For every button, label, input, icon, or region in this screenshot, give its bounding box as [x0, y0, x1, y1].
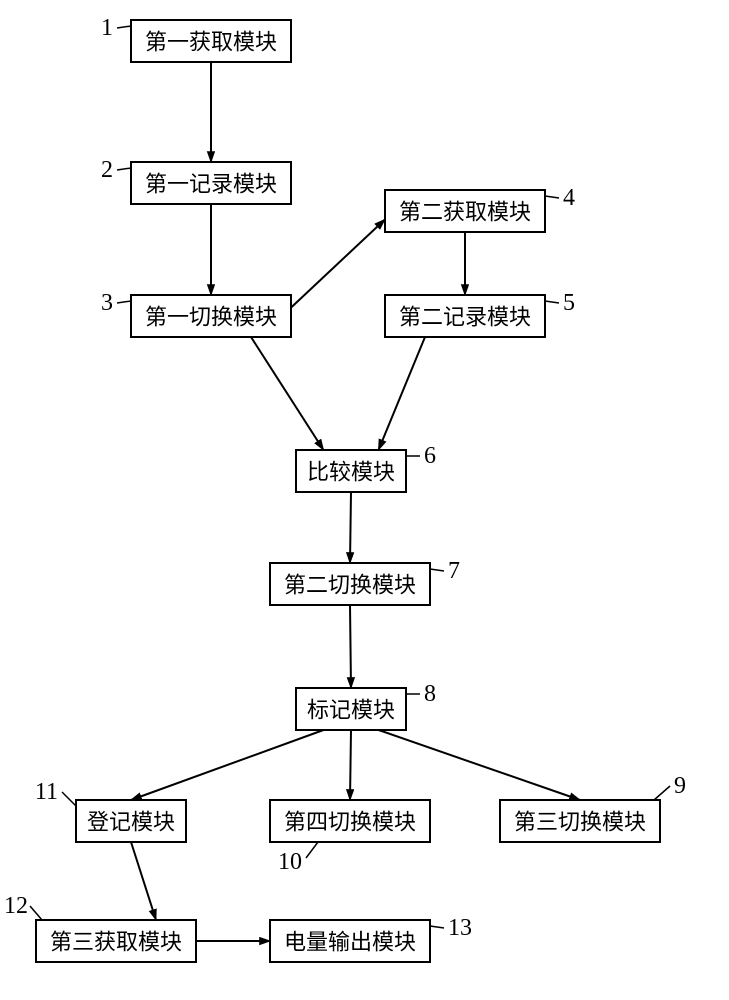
node-number: 8 — [424, 681, 436, 707]
leader-line — [306, 842, 318, 858]
edge-n3-n6 — [251, 337, 324, 450]
edge-n8-n9 — [379, 730, 581, 800]
node-label: 第二记录模块 — [399, 305, 531, 330]
edge-n8-n10 — [350, 730, 351, 800]
node-number: 2 — [101, 157, 113, 183]
node-n12: 第三获取模块 12 — [4, 893, 196, 962]
node-number: 10 — [278, 849, 302, 875]
node-label: 第一切换模块 — [145, 305, 277, 330]
leader-line — [654, 786, 670, 800]
leader-line — [62, 792, 76, 806]
node-number: 1 — [101, 15, 113, 41]
node-number: 6 — [424, 443, 436, 469]
node-label: 比较模块 — [307, 460, 395, 485]
edge-n11-n12 — [131, 842, 156, 920]
node-label: 第三切换模块 — [514, 810, 646, 835]
leader-line — [430, 926, 444, 928]
node-n6: 比较模块 6 — [296, 443, 436, 492]
node-n7: 第二切换模块 7 — [270, 558, 460, 605]
leader-line — [545, 196, 559, 198]
leader-line — [30, 906, 42, 920]
node-n3: 第一切换模块 3 — [101, 290, 291, 337]
node-n4: 第二获取模块 4 — [385, 185, 575, 232]
node-n2: 第一记录模块 2 — [101, 157, 291, 204]
node-n5: 第二记录模块 5 — [385, 290, 575, 337]
node-number: 11 — [35, 779, 58, 805]
node-label: 第一记录模块 — [145, 172, 277, 197]
node-n8: 标记模块 8 — [296, 681, 436, 730]
flowchart-canvas: 第一获取模块 1 第一记录模块 2 第二获取模块 4 第一切换模块 3 第二记录模块 5 比较模块 6… — [0, 0, 729, 1000]
leader-line — [430, 569, 444, 571]
node-number: 9 — [674, 773, 686, 799]
node-label: 第二获取模块 — [399, 200, 531, 225]
edge-n5-n6 — [379, 337, 426, 450]
node-n1: 第一获取模块 1 — [101, 15, 291, 62]
node-label: 第三获取模块 — [50, 930, 182, 955]
node-label: 第四切换模块 — [284, 810, 416, 835]
node-n10: 第四切换模块 10 — [270, 800, 430, 875]
node-n9: 第三切换模块 9 — [500, 773, 686, 842]
node-number: 7 — [448, 558, 460, 584]
leader-line — [117, 26, 131, 28]
node-number: 3 — [101, 290, 113, 316]
node-number: 13 — [448, 915, 472, 941]
node-label: 第二切换模块 — [284, 573, 416, 598]
node-label: 登记模块 — [87, 810, 175, 835]
leader-line — [117, 301, 131, 303]
leader-line — [117, 168, 131, 170]
edge-n6-n7 — [350, 492, 351, 563]
nodes-layer: 第一获取模块 1 第一记录模块 2 第二获取模块 4 第一切换模块 3 第二记录模块 5 比较模块 6… — [4, 15, 686, 962]
leader-line — [545, 301, 559, 303]
edge-n3-n4 — [291, 219, 385, 307]
edge-n8-n11 — [131, 730, 324, 800]
node-label: 第一获取模块 — [145, 30, 277, 55]
node-number: 12 — [4, 893, 28, 919]
node-label: 电量输出模块 — [284, 930, 416, 955]
node-number: 4 — [563, 185, 575, 211]
node-n13: 电量输出模块 13 — [270, 915, 472, 962]
edge-n7-n8 — [350, 605, 351, 688]
node-label: 标记模块 — [307, 698, 395, 723]
node-number: 5 — [563, 290, 575, 316]
